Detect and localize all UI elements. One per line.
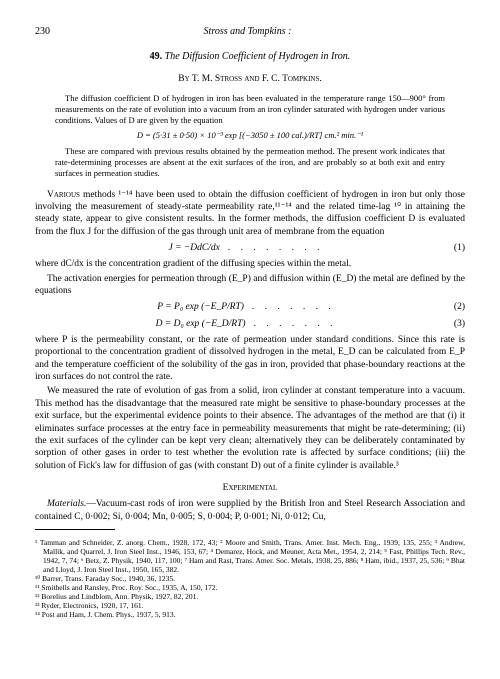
- body-text: Various methods ¹⁻¹⁴ have been used to o…: [35, 189, 465, 472]
- article-number: 49.: [150, 51, 163, 62]
- article-title: 49. The Diffusion Coefficient of Hydroge…: [35, 50, 465, 63]
- abstract-p2: These are compared with previous results…: [55, 146, 445, 179]
- ref-14: ¹⁴ Post and Ham, J. Chem. Phys., 1937, 5…: [35, 610, 465, 619]
- eq-dots: . . . . . . . .: [228, 242, 324, 254]
- equation-2: P = P₀ exp (−E_P/RT) . . . . . . . (2): [35, 301, 465, 313]
- body-p4: where P is the permeability constant, or…: [35, 334, 465, 383]
- page-number: 230: [35, 25, 50, 38]
- eq2-content: P = P₀ exp (−E_P/RT): [157, 301, 244, 313]
- body-p5: We measured the rate of evolution of gas…: [35, 385, 465, 471]
- article-name: The Diffusion Coefficient of Hydrogen in…: [165, 51, 351, 62]
- body-p1: Various methods ¹⁻¹⁴ have been used to o…: [35, 189, 465, 238]
- ref-10: ¹⁰ Barrer, Trans. Faraday Soc., 1940, 36…: [35, 574, 465, 583]
- eq1-content: J = −DdC/dx: [169, 242, 220, 254]
- page-header: 230 Stross and Tompkins :: [35, 25, 465, 38]
- ref-11: ¹¹ Smithells and Ransley, Proc. Roy. Soc…: [35, 583, 465, 592]
- equation-1: J = −DdC/dx . . . . . . . . (1): [35, 242, 465, 254]
- abstract: The diffusion coefficient D of hydrogen …: [55, 93, 445, 178]
- eq2-number: (2): [454, 301, 465, 313]
- footnote-rule: [35, 529, 115, 530]
- abstract-equation: D = (5·31 ± 0·50) × 10⁻³ exp [(−3050 ± 1…: [55, 130, 445, 141]
- eq3-number: (3): [454, 318, 465, 330]
- experimental-heading: Experimental: [35, 482, 465, 494]
- authors: By T. M. Stross and F. C. Tompkins.: [35, 73, 465, 85]
- eq-dots: . . . . . . .: [254, 318, 337, 330]
- eq3-content: D = D₀ exp (−E_D/RT): [156, 318, 246, 330]
- eq1-number: (1): [454, 242, 465, 254]
- experimental-p1: Materials.—Vacuum-cast rods of iron were…: [35, 498, 465, 523]
- ref-12: ¹² Borelius and Lindblom, Ann. Physik, 1…: [35, 592, 465, 601]
- running-title: Stross and Tompkins :: [204, 25, 292, 38]
- experimental-body: Materials.—Vacuum-cast rods of iron were…: [35, 498, 465, 523]
- eq-dots: . . . . . . .: [252, 301, 335, 313]
- ref-13: ¹³ Ryder, Electronics, 1920, 17, 161.: [35, 601, 465, 610]
- body-p3: The activation energies for permeation t…: [35, 273, 465, 298]
- abstract-p1: The diffusion coefficient D of hydrogen …: [55, 93, 445, 126]
- body-p2: where dC/dx is the concentration gradien…: [35, 258, 465, 270]
- references: ¹ Tamman and Schneider, Z. anorg. Chem.,…: [35, 538, 465, 619]
- equation-3: D = D₀ exp (−E_D/RT) . . . . . . . (3): [35, 318, 465, 330]
- ref-1-9: ¹ Tamman and Schneider, Z. anorg. Chem.,…: [35, 538, 465, 574]
